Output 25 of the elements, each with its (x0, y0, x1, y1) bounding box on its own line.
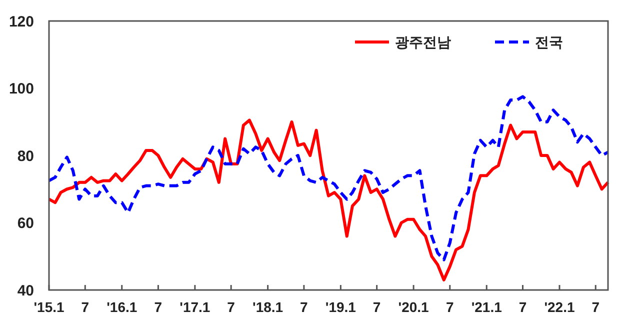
x-tick-label: 7 (372, 299, 381, 315)
legend-label: 전국 (535, 34, 563, 50)
x-tick-label: '22.1 (544, 299, 575, 315)
x-tick-label: 7 (154, 299, 162, 315)
x-tick-label: 7 (592, 299, 600, 315)
x-tick-label: 7 (518, 299, 527, 315)
y-tick-label: 40 (17, 282, 34, 300)
y-tick-label: 80 (17, 148, 34, 165)
x-tick-label: '17.1 (180, 299, 210, 315)
y-tick-label: 120 (8, 13, 34, 30)
x-tick-label: 7 (227, 299, 236, 315)
x-tick-label: '15.1 (34, 299, 64, 315)
x-tick-label: '20.1 (398, 299, 430, 315)
x-tick-label: 7 (300, 299, 308, 315)
y-tick-label: 60 (17, 215, 34, 232)
x-tick-label: '16.1 (106, 299, 138, 315)
legend-label: 광주전남 (395, 34, 451, 50)
line-series (48, 95, 610, 262)
x-tick-label: '21.1 (471, 299, 502, 315)
x-tick-label: '18.1 (252, 299, 284, 315)
x-tick-label: 7 (81, 299, 90, 315)
line-series (48, 118, 610, 282)
x-tick-label: 7 (446, 299, 454, 315)
y-tick-label: 100 (8, 80, 34, 98)
x-tick-label: '19.1 (325, 299, 356, 315)
